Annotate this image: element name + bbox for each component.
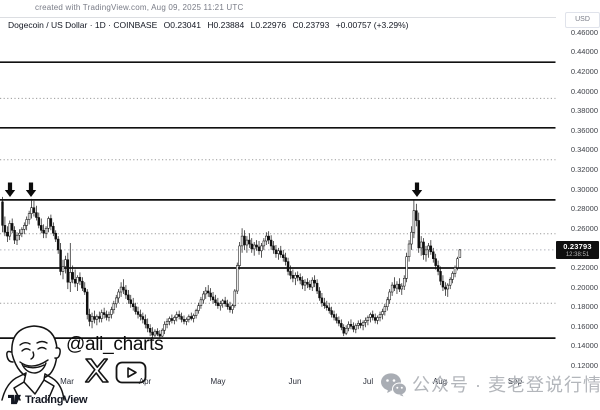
month-tick-label: Aug	[432, 377, 448, 386]
wechat-channel-text: 公众号 · 麦老登说行情	[412, 375, 600, 395]
last-price-value: 0.23793	[563, 242, 592, 251]
price-tick-label: 0.12000	[570, 361, 598, 370]
analyst-avatar-sketch	[1, 325, 65, 401]
price-tick-label: 0.42000	[570, 67, 598, 76]
symbol-title: Dogecoin / US Dollar · 1D · COINBASE	[8, 20, 158, 30]
price-tick-label: 0.44000	[570, 47, 598, 57]
tradingview-logo-icon	[8, 394, 21, 405]
month-tick-label: Mar	[60, 377, 74, 386]
bar-countdown: 12:38:51	[565, 251, 590, 258]
price-tick-label: 0.16000	[570, 321, 598, 331]
price-tick-label: 0.20000	[570, 282, 598, 292]
price-tick-label: 0.28000	[570, 204, 598, 214]
attribution-text: created with TradingView.com, Aug 09, 20…	[35, 3, 244, 12]
price-tick-label: 0.40000	[570, 86, 598, 96]
month-tick-label: Jul	[362, 377, 374, 386]
month-tick-label: May	[210, 377, 226, 386]
sell-signal-arrow	[4, 182, 16, 197]
ohlc-open: O0.23041	[163, 20, 201, 30]
tradingview-logo-text: TradingView	[25, 393, 88, 406]
price-tick-label: 0.38000	[570, 106, 598, 116]
ohlc-high: H0.23884	[207, 20, 245, 30]
tradingview-logo[interactable]: TradingView	[8, 393, 88, 406]
ohlc-low: L0.22976	[250, 20, 287, 30]
analyst-handle: @ali_charts	[66, 334, 164, 355]
chart-legend: Dogecoin / US Dollar · 1D · COINBASE O0.…	[8, 20, 412, 30]
month-tick-label: Jun	[288, 377, 302, 386]
price-tick-label: 0.46000	[570, 27, 598, 37]
price-tick-label: 0.30000	[570, 184, 598, 194]
month-tick-label: Apr	[138, 377, 152, 386]
x-twitter-icon	[84, 358, 109, 383]
price-tick-label: 0.14000	[570, 341, 598, 351]
price-change: +0.00757 (+3.29%)	[335, 20, 409, 30]
price-tick-label: 0.32000	[570, 165, 598, 174]
wechat-watermark: 公众号 · 麦老登说行情	[380, 371, 600, 397]
price-tick-label: 0.18000	[570, 302, 598, 312]
price-tick-label: 0.36000	[570, 125, 598, 135]
header-separator	[0, 17, 556, 18]
youtube-icon	[115, 361, 147, 384]
wechat-icon	[381, 372, 407, 396]
price-tick-label: 0.26000	[570, 223, 598, 233]
price-tick-label: 0.34000	[570, 145, 598, 155]
currency-badge: USD	[565, 12, 600, 28]
sell-signal-arrow	[411, 182, 423, 197]
sell-signal-arrow	[25, 182, 37, 197]
price-tick-label: 0.22000	[570, 263, 598, 272]
month-tick-label: Sep	[507, 377, 523, 386]
ohlc-close: C0.23793	[292, 20, 330, 30]
last-price-label: 0.23793 12:38:51	[556, 241, 599, 259]
